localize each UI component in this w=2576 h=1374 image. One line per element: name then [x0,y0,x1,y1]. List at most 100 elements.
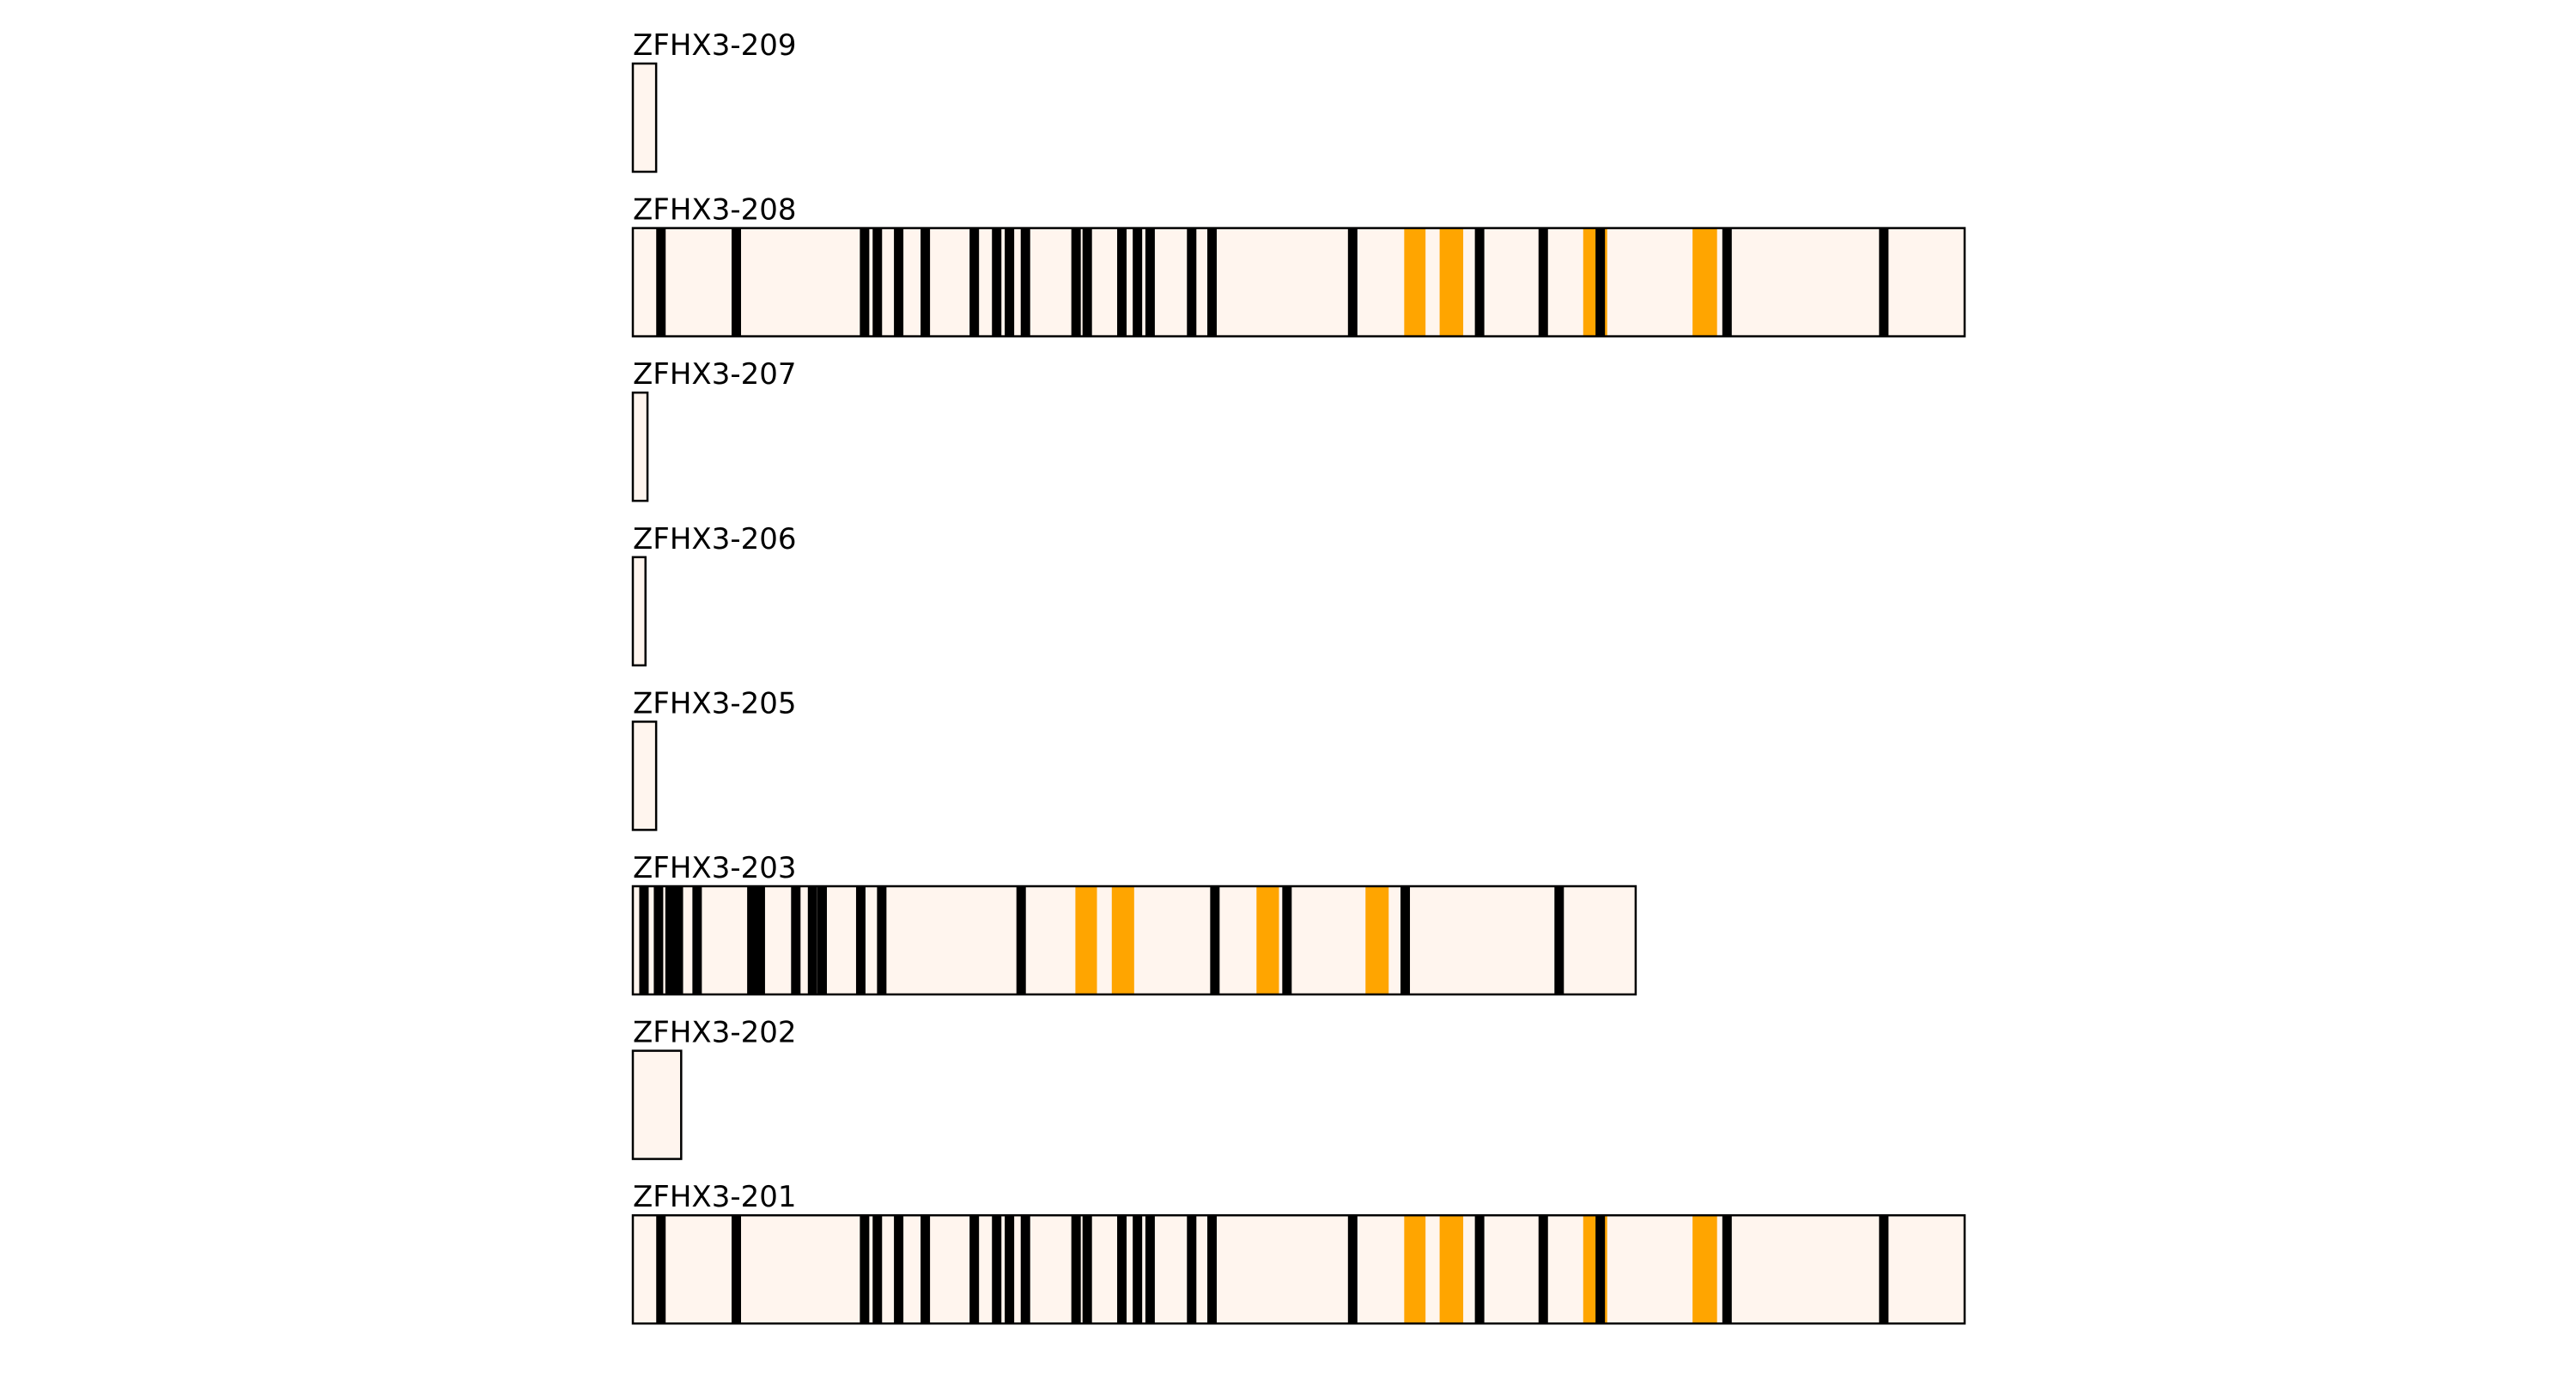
highlight-band [1692,228,1717,337]
exon-boundary [1071,228,1081,337]
transcript-track: ZFHX3-207 [631,357,797,502]
transcript-bar [633,556,646,666]
exon-boundary [1879,1215,1889,1324]
exon-boundary [1082,228,1092,337]
transcript-label: ZFHX3-206 [633,522,797,556]
transcript-track: ZFHX3-202 [631,1016,797,1160]
exon-boundary [1133,1215,1143,1324]
exon-boundary [1538,1215,1548,1324]
exon-boundary [969,228,980,337]
transcript-track: ZFHX3-201 [631,1180,1966,1325]
exon-boundary [1133,228,1143,337]
transcript-track: ZFHX3-206 [631,522,797,667]
highlight-band [1439,228,1464,337]
exon-boundary [1082,1215,1092,1324]
exon-boundary [920,228,931,337]
exon-boundary [755,886,765,994]
exon-boundary [653,886,664,994]
exon-boundary [732,1215,742,1324]
exon-boundary [872,228,883,337]
exon-boundary [1005,228,1015,337]
transcript-bar [633,392,648,502]
transcript-outline [631,1049,683,1160]
transcript-bar [633,1215,1965,1324]
exon-boundary [1187,1215,1197,1324]
highlight-band [1439,1215,1464,1324]
transcript-tracks: ZFHX3-209 ZFHX3-208 ZFHX3-207 ZFHX3-206 ZFHX… [631,28,1966,1325]
exon-boundary [656,1215,666,1324]
exon-boundary [1145,228,1155,337]
exon-boundary [732,228,742,337]
transcript-track: ZFHX3-203 [631,851,1637,996]
exon-boundary [1554,886,1564,994]
exon-boundary [1722,228,1732,337]
exon-boundary [807,886,817,994]
exon-boundary [656,228,666,337]
transcript-outline [631,720,658,831]
transcript-label: ZFHX3-202 [633,1016,797,1050]
highlight-band [1365,886,1389,994]
exon-boundary [1207,1215,1218,1324]
exon-boundary [1538,228,1548,337]
exon-boundary [1474,228,1485,337]
transcript-track: ZFHX3-209 [631,28,797,173]
highlight-band [1404,1215,1426,1324]
exon-boundary [877,886,887,994]
exon-boundary [817,886,828,994]
transcript-label: ZFHX3-207 [633,357,797,392]
exon-boundary [1595,1215,1606,1324]
transcript-bar [633,721,657,830]
exon-boundary [1020,1215,1030,1324]
exon-boundary [1210,886,1220,994]
exon-boundary [1005,1215,1015,1324]
highlight-band [1111,886,1134,994]
transcript-label: ZFHX3-201 [633,1180,797,1214]
highlight-band [1404,228,1426,337]
exon-boundary [1020,228,1030,337]
transcript-outline [631,556,647,667]
exon-boundary [855,886,866,994]
exon-boundary [969,1215,980,1324]
exon-boundary [1207,228,1218,337]
transcript-bar [633,886,1636,994]
transcript-label: ZFHX3-203 [633,851,797,885]
transcript-bar [633,1050,682,1159]
exon-boundary [894,228,904,337]
exon-boundary [665,886,675,994]
exon-boundary [1474,1215,1485,1324]
exon-boundary [1117,228,1127,337]
transcript-outline [631,227,1966,337]
exon-boundary [894,1215,904,1324]
transcript-outline [631,1213,1966,1325]
exon-boundary [1071,1215,1081,1324]
exon-boundary [992,228,1002,337]
highlight-band [1256,886,1279,994]
exon-boundary [860,228,870,337]
exon-boundary [1145,1215,1155,1324]
exon-boundary [791,886,801,994]
exon-boundary [1187,228,1197,337]
exon-boundary [673,886,683,994]
transcript-outline [631,391,649,502]
exon-boundary [692,886,702,994]
exon-boundary [1722,1215,1732,1324]
exon-boundary [860,1215,870,1324]
transcript-outline [631,885,1637,996]
exon-boundary [747,886,757,994]
highlight-band [1692,1215,1717,1324]
highlight-band [1075,886,1097,994]
exon-boundary [639,886,649,994]
exon-boundary [1400,886,1411,994]
exon-boundary [920,1215,931,1324]
exon-boundary [1347,1215,1358,1324]
exon-boundary [1347,228,1358,337]
transcript-outline [631,62,658,173]
transcript-track: ZFHX3-205 [631,686,797,831]
exon-boundary [1595,228,1606,337]
exon-boundary [992,1215,1002,1324]
transcript-bar [633,64,657,172]
transcript-track: ZFHX3-208 [631,193,1966,337]
transcript-bar [633,228,1965,337]
